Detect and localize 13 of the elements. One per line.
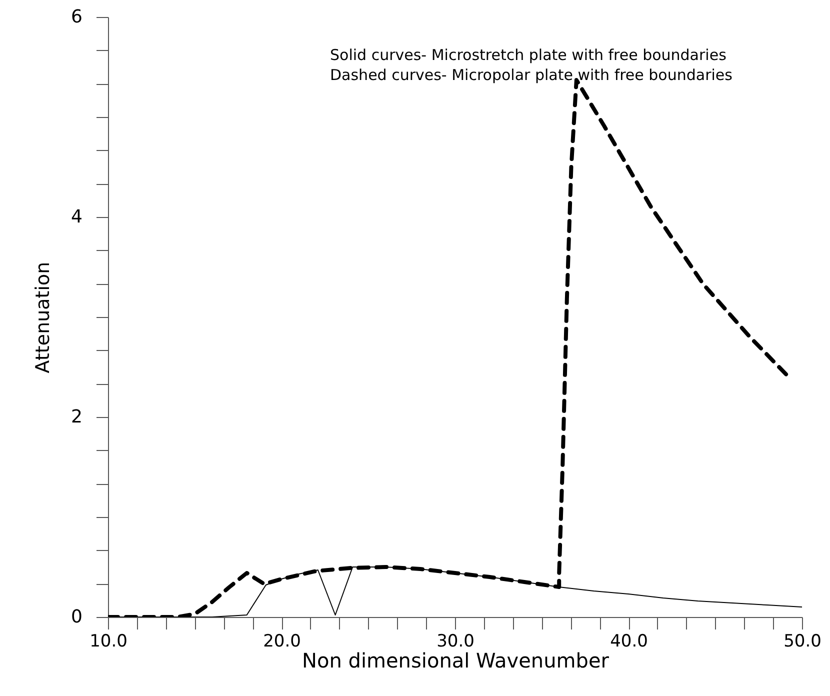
annotation: Dashed curves- Micropolar plate with free boundaries: [330, 66, 733, 84]
annotation: Solid curves- Microstretch plate with free boundaries: [330, 46, 727, 64]
x-tick-label: 50.0: [784, 632, 822, 652]
y-tick-label: 4: [71, 206, 82, 228]
y-tick-label: 0: [71, 606, 82, 628]
y-tick-label: 6: [71, 6, 82, 28]
x-axis-title: Non dimensional Wavenumber: [302, 648, 610, 672]
x-tick-label: 10.0: [90, 632, 128, 652]
x-tick-label: 20.0: [263, 632, 301, 652]
y-tick-label: 2: [71, 406, 82, 428]
x-tick-label: 40.0: [610, 632, 648, 652]
y-axis-title: Attenuation: [32, 262, 54, 374]
x-tick-label: 30.0: [436, 632, 474, 652]
